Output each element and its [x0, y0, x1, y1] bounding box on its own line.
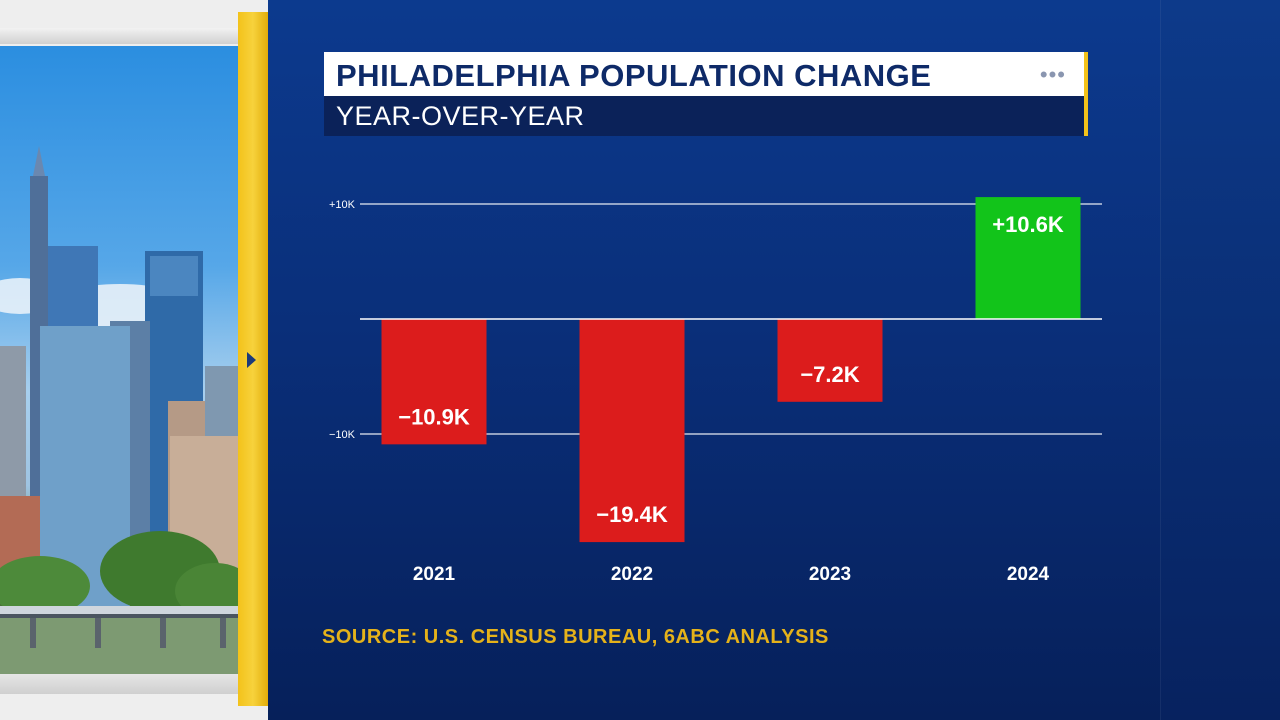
photo-frame-bottom — [0, 674, 238, 694]
subtitle-box: YEAR-OVER-YEAR — [324, 96, 1084, 136]
right-panel — [1160, 0, 1280, 720]
skyline-photo — [0, 46, 238, 674]
page-subtitle: YEAR-OVER-YEAR — [336, 101, 585, 131]
x-tick-label: 2022 — [611, 564, 653, 585]
bar — [579, 319, 685, 543]
y-tick-label: −10K — [329, 429, 356, 441]
y-tick-label: +10K — [329, 199, 356, 211]
bar — [777, 319, 883, 402]
title-accent — [1084, 52, 1088, 136]
x-tick-label: 2021 — [413, 564, 456, 585]
skyline-illustration — [0, 146, 238, 674]
x-tick-label: 2023 — [809, 564, 851, 585]
bar — [975, 197, 1081, 319]
title-box: PHILADELPHIA POPULATION CHANGE ••• — [324, 52, 1084, 96]
play-arrow-icon — [247, 352, 256, 368]
page-title: PHILADELPHIA POPULATION CHANGE — [336, 58, 932, 93]
more-dots-icon: ••• — [1039, 62, 1066, 87]
bar — [381, 319, 487, 445]
data-label: −7.2K — [800, 362, 859, 387]
photo-frame-top — [0, 28, 240, 44]
data-label: −19.4K — [596, 502, 668, 527]
x-tick-label: 2024 — [1007, 564, 1050, 585]
data-label: +10.6K — [992, 212, 1064, 237]
source-note: SOURCE: U.S. CENSUS BUREAU, 6ABC ANALYSI… — [322, 626, 829, 648]
photo-frame — [0, 0, 268, 720]
data-label: −10.9K — [398, 404, 470, 429]
